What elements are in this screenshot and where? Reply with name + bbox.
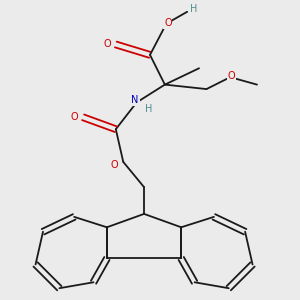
Text: O: O (71, 112, 79, 122)
Text: O: O (228, 71, 236, 81)
Text: O: O (104, 40, 111, 50)
Text: H: H (145, 104, 152, 114)
Text: H: H (190, 4, 197, 14)
Text: N: N (131, 95, 139, 105)
Text: O: O (164, 18, 172, 28)
Text: O: O (110, 160, 118, 170)
